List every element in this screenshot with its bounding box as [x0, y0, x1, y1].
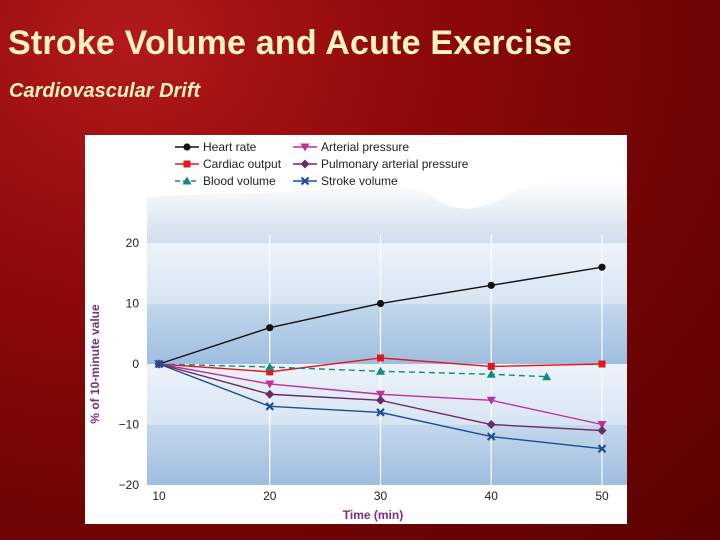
- series-stroke-volume: [154, 359, 607, 453]
- stroke-volume-point: [597, 444, 607, 453]
- legend-item-heart-rate: Heart rate: [175, 140, 257, 154]
- stroke-volume-point: [265, 402, 275, 411]
- x-tick-label: 30: [374, 489, 388, 503]
- x-tick-label: 50: [595, 489, 609, 503]
- legend-label: Pulmonary arterial pressure: [321, 157, 469, 171]
- y-tick-label: 10: [126, 297, 140, 311]
- legend-marker: [183, 160, 191, 168]
- legend-marker: [183, 143, 191, 151]
- legend-item-pulmonary-arterial-pressure: Pulmonary arterial pressure: [293, 157, 469, 171]
- blood-volume-point: [486, 369, 496, 378]
- legend-marker: [182, 176, 192, 185]
- pulmonary-arterial-pressure-point: [265, 389, 275, 399]
- heart-rate-point: [266, 324, 274, 332]
- legend-label: Blood volume: [203, 174, 276, 188]
- cardiac-output-point: [266, 368, 274, 376]
- series-heart-rate: [155, 263, 606, 368]
- stroke-volume-point: [154, 359, 164, 369]
- plot-band: [147, 425, 627, 485]
- legend-marker: [300, 159, 310, 169]
- cardiac-output-point: [377, 354, 384, 362]
- arterial-pressure-point: [265, 380, 275, 389]
- blood-volume-point: [265, 362, 275, 371]
- cardiac-output-point: [487, 362, 495, 370]
- legend-label: Heart rate: [203, 140, 257, 154]
- y-tick-label: 0: [132, 357, 139, 371]
- legend-marker: [300, 143, 310, 152]
- x-tick-label: 40: [485, 489, 499, 503]
- stroke-volume-point: [486, 432, 496, 441]
- blood-volume-point: [376, 366, 385, 375]
- cardiac-output-point: [598, 360, 606, 368]
- x-axis-title: Time (min): [343, 508, 403, 522]
- pulmonary-arterial-pressure-point: [486, 420, 496, 429]
- heart-rate-point: [598, 263, 606, 271]
- slide-subtitle: Cardiovascular Drift: [9, 80, 201, 102]
- x-tick-label: 20: [263, 489, 277, 503]
- y-tick-label: −20: [119, 478, 140, 492]
- blood-volume-point: [542, 372, 552, 381]
- arterial-pressure-point: [376, 390, 385, 399]
- legend-item-arterial-pressure: Arterial pressure: [293, 140, 409, 154]
- legend-item-stroke-volume: Stroke volume: [293, 174, 398, 188]
- legend-item-blood-volume: Blood volume: [175, 174, 276, 188]
- y-tick-label: 20: [126, 236, 140, 250]
- legend-marker: [300, 176, 310, 186]
- stroke-volume-point: [376, 408, 385, 417]
- legend-label: Arterial pressure: [321, 140, 409, 154]
- slide-title: Stroke Volume and Acute Exercise: [8, 24, 572, 62]
- legend-background-wave: [147, 179, 627, 243]
- heart-rate-point: [376, 299, 385, 308]
- arterial-pressure-point: [486, 396, 496, 405]
- x-tick-label: 10: [152, 489, 166, 503]
- plot-band: [147, 304, 627, 364]
- y-tick-label: −10: [119, 418, 140, 432]
- cardiovascular-drift-chart: 20 10 0 −10 −20 10 20 30 40 50 Heart rate Cardiac…: [88, 140, 627, 522]
- heart-rate-point: [487, 281, 495, 289]
- pulmonary-arterial-pressure-point: [376, 395, 385, 405]
- legend-label: Cardiac output: [203, 157, 282, 171]
- legend-label: Stroke volume: [321, 174, 398, 188]
- arterial-pressure-point: [597, 421, 607, 429]
- y-axis-title: % of 10-minute value: [88, 304, 102, 424]
- legend-item-cardiac-output: Cardiac output: [175, 157, 282, 171]
- pulmonary-arterial-pressure-point: [597, 426, 607, 436]
- plot-band: [147, 243, 627, 304]
- chart-card: 20 10 0 −10 −20 10 20 30 40 50 Heart rate Cardiac…: [85, 135, 627, 524]
